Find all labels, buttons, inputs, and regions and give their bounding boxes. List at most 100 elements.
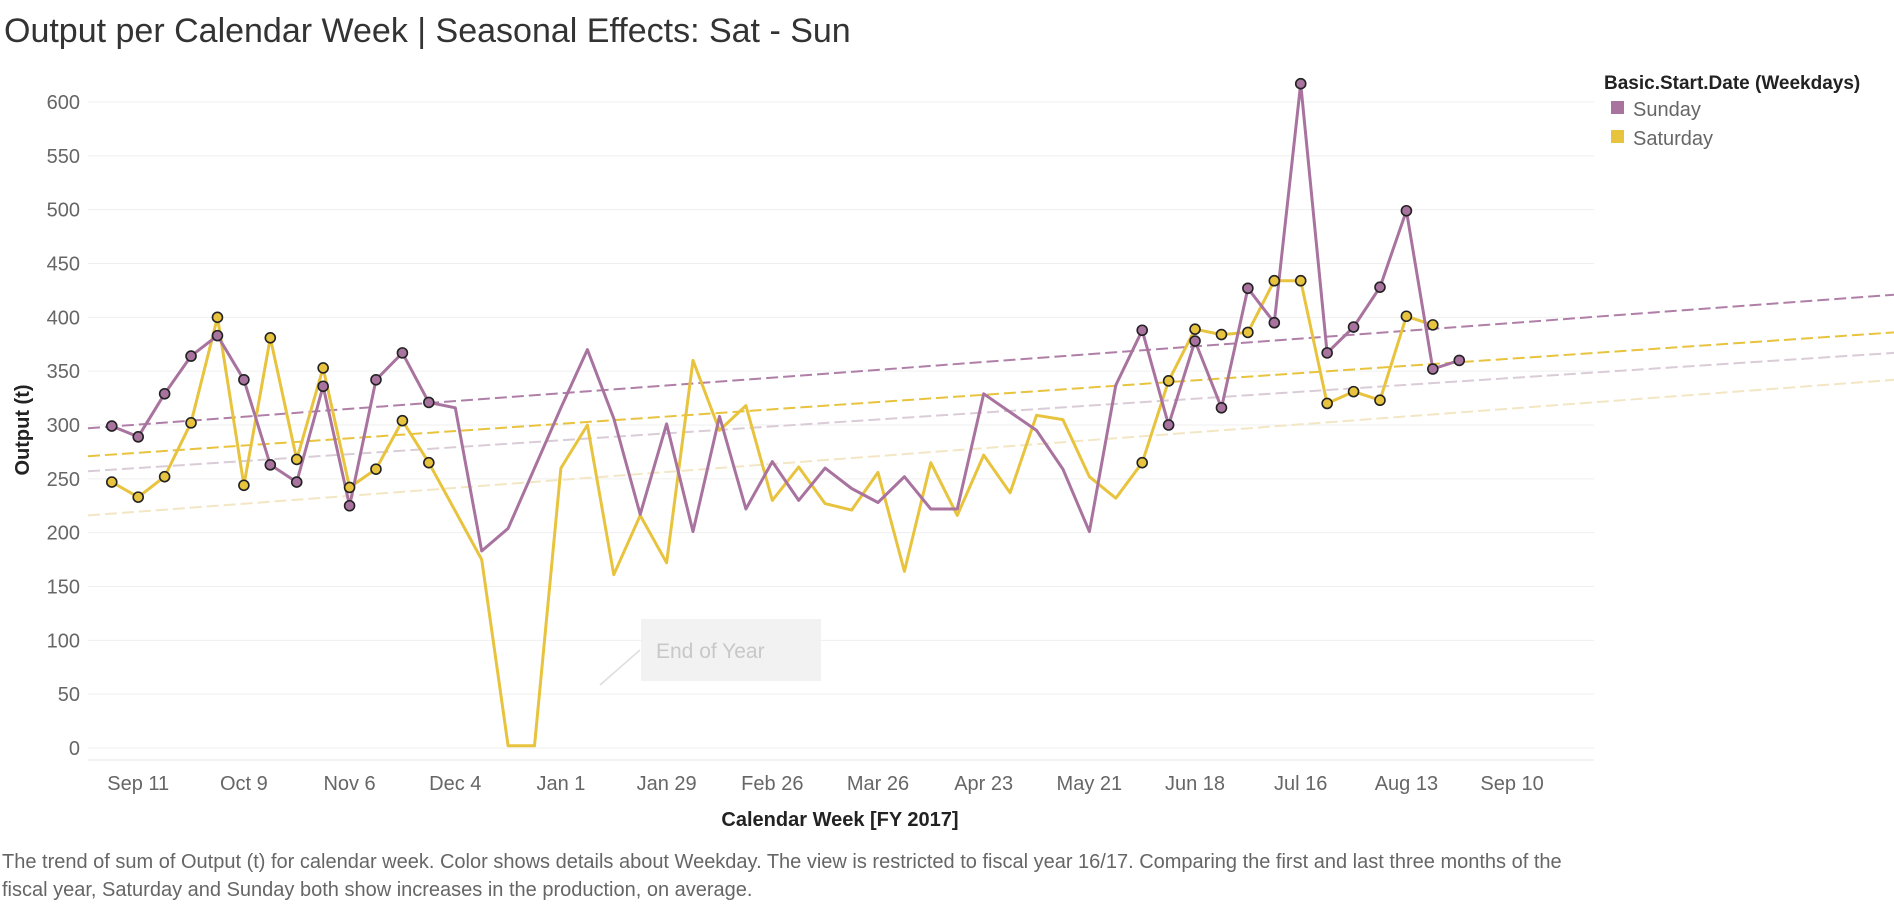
end-of-year-annotation: End of Year bbox=[599, 619, 821, 686]
x-tick-label: Jun 18 bbox=[1165, 773, 1225, 795]
data-point-saturday bbox=[264, 331, 277, 344]
data-point-saturday bbox=[370, 463, 382, 475]
data-point-sunday bbox=[211, 329, 224, 342]
data-point-sunday bbox=[1321, 347, 1333, 359]
y-tick-label: 550 bbox=[47, 146, 80, 168]
chart-caption: The trend of sum of Output (t) for calen… bbox=[2, 851, 1562, 901]
data-point-sunday bbox=[1427, 363, 1439, 375]
data-point-saturday bbox=[1400, 310, 1413, 323]
data-point-sunday bbox=[1242, 282, 1254, 295]
data-point-saturday bbox=[396, 414, 409, 427]
x-tick-label: Mar 26 bbox=[847, 773, 909, 795]
data-point-sunday bbox=[238, 373, 250, 386]
y-tick-label: 450 bbox=[47, 254, 80, 276]
x-axis-title: Calendar Week [FY 2017] bbox=[721, 809, 958, 831]
annotation-label: End of Year bbox=[656, 640, 765, 663]
series-line-sunday bbox=[111, 82, 1460, 553]
data-point-sunday bbox=[396, 347, 409, 359]
data-point-saturday bbox=[105, 476, 118, 488]
trend-lines bbox=[87, 293, 1894, 517]
y-tick-label: 200 bbox=[47, 523, 80, 545]
data-point-saturday bbox=[1374, 394, 1386, 407]
y-tick-label: 300 bbox=[47, 415, 80, 437]
x-tick-label: Jul 16 bbox=[1274, 773, 1327, 795]
data-point-saturday bbox=[1136, 456, 1148, 469]
data-point-sunday bbox=[423, 396, 435, 409]
y-tick-label: 350 bbox=[47, 361, 80, 383]
x-tick-label: Apr 23 bbox=[954, 773, 1013, 795]
legend-title: Basic.Start.Date (Weekdays) bbox=[1604, 73, 1860, 94]
data-point-saturday bbox=[238, 479, 250, 492]
trend-line bbox=[87, 351, 1894, 473]
gridlines bbox=[88, 101, 1594, 761]
data-point-saturday bbox=[185, 417, 197, 429]
y-axis-ticks: 0 50 100 150 200 250 300 350 400 450 500 550 600 bbox=[47, 92, 80, 760]
data-point-sunday bbox=[1400, 204, 1413, 217]
data-point-saturday bbox=[1189, 323, 1201, 335]
data-point-sunday bbox=[1189, 335, 1201, 347]
y-tick-label: 400 bbox=[47, 307, 80, 329]
x-tick-label: Sep 10 bbox=[1480, 773, 1543, 795]
data-point-sunday bbox=[1453, 354, 1466, 367]
data-point-saturday bbox=[1321, 397, 1333, 410]
data-point-sunday bbox=[1268, 316, 1281, 329]
x-tick-label: Nov 6 bbox=[323, 773, 375, 795]
data-point-sunday bbox=[105, 420, 118, 432]
data-point-sunday bbox=[1136, 324, 1148, 337]
legend-label-saturday: Saturday bbox=[1633, 128, 1713, 150]
legend-swatch-saturday bbox=[1611, 130, 1624, 143]
y-tick-label: 600 bbox=[47, 92, 80, 114]
data-point-sunday bbox=[290, 476, 303, 488]
trend-line bbox=[87, 331, 1894, 458]
x-tick-label: Sep 11 bbox=[107, 773, 169, 795]
data-point-saturday bbox=[317, 362, 329, 374]
data-point-saturday bbox=[1427, 319, 1439, 331]
data-point-saturday bbox=[1294, 274, 1307, 287]
y-tick-label: 500 bbox=[47, 200, 80, 222]
legend-swatch-sunday bbox=[1611, 101, 1624, 114]
x-tick-label: Feb 26 bbox=[741, 773, 803, 795]
y-tick-label: 150 bbox=[47, 577, 80, 599]
data-point-sunday bbox=[158, 387, 171, 400]
x-tick-label: Jan 29 bbox=[637, 773, 697, 795]
x-tick-label: Jan 1 bbox=[536, 773, 585, 795]
data-point-saturday bbox=[211, 311, 224, 324]
series-line-saturday bbox=[111, 279, 1434, 748]
data-point-sunday bbox=[343, 499, 356, 512]
data-point-saturday bbox=[132, 491, 144, 503]
annotation-box bbox=[641, 619, 821, 681]
data-point-sunday bbox=[1215, 401, 1228, 414]
trend-line bbox=[87, 293, 1894, 430]
y-axis-title: Output (t) bbox=[12, 384, 34, 475]
annotation-connector bbox=[599, 649, 641, 686]
data-point-sunday bbox=[132, 431, 144, 443]
y-tick-label: 100 bbox=[47, 630, 80, 652]
x-tick-label: May 21 bbox=[1057, 773, 1123, 795]
data-point-sunday bbox=[317, 380, 329, 393]
y-tick-label: 50 bbox=[58, 684, 80, 706]
data-point-saturday bbox=[158, 470, 171, 483]
data-point-sunday bbox=[1347, 321, 1360, 333]
data-point-sunday bbox=[1162, 419, 1175, 431]
legend-label-sunday: Sunday bbox=[1633, 99, 1701, 121]
series-markers bbox=[105, 77, 1466, 512]
data-point-saturday bbox=[423, 456, 435, 469]
data-point-sunday bbox=[1374, 281, 1386, 293]
data-point-sunday bbox=[370, 373, 382, 386]
x-tick-label: Dec 4 bbox=[429, 773, 481, 795]
data-point-saturday bbox=[1242, 326, 1254, 339]
legend: Basic.Start.Date (Weekdays) Sunday Satur… bbox=[1604, 73, 1860, 150]
y-tick-label: 250 bbox=[47, 469, 80, 491]
x-tick-label: Oct 9 bbox=[220, 773, 268, 795]
data-point-saturday bbox=[1268, 274, 1281, 287]
trend-line bbox=[87, 378, 1894, 517]
data-point-saturday bbox=[1162, 375, 1175, 387]
x-axis-ticks: Sep 11 Oct 9 Nov 6 Dec 4 Jan 1 Jan 29 Feb 26 Ma… bbox=[107, 773, 1544, 795]
y-tick-label: 0 bbox=[69, 738, 80, 760]
data-point-saturday bbox=[290, 453, 303, 466]
data-point-saturday bbox=[1347, 385, 1360, 398]
chart-title: Output per Calendar Week | Seasonal Effe… bbox=[4, 12, 851, 50]
x-tick-label: Aug 13 bbox=[1375, 773, 1438, 795]
data-point-sunday bbox=[1294, 77, 1307, 90]
